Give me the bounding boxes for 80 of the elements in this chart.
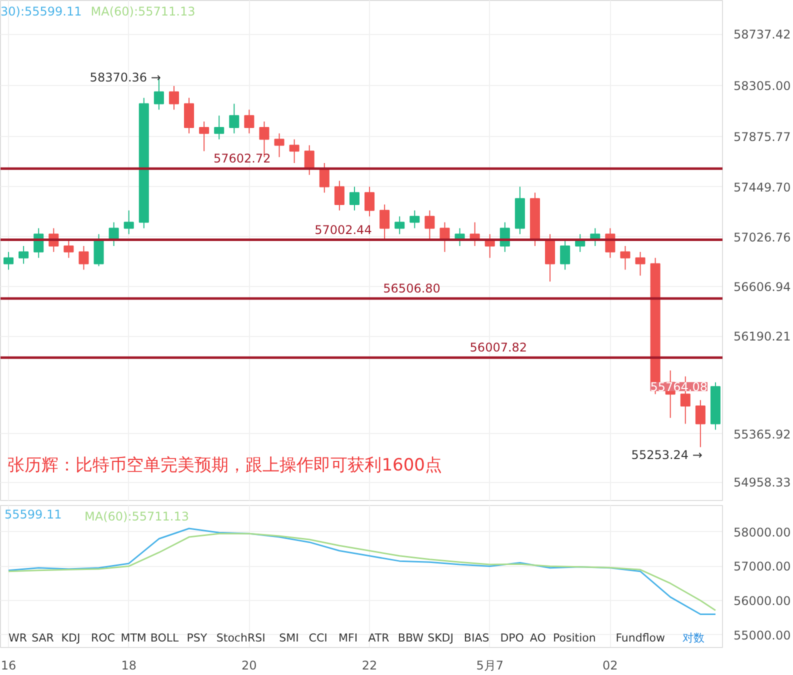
x-tick-label: 16 [0, 658, 16, 672]
annotation: SKDJ [428, 632, 454, 644]
ref-line-label: 57002.44 [314, 222, 372, 237]
annotation: 55253.24 → [631, 448, 702, 462]
annotation: PSY [186, 632, 208, 644]
candlestick [380, 204, 390, 241]
candlestick [78, 245, 89, 270]
candlestick [334, 180, 344, 211]
candlestick [695, 400, 706, 448]
candlestick [184, 97, 194, 134]
candlestick [424, 210, 435, 241]
series-label: MA(60):55711.13 [84, 510, 189, 524]
y-tick-label: 57026.76 [734, 230, 791, 244]
y-tick-label: 57000.00 [734, 560, 791, 574]
annotation: ATR [368, 632, 390, 644]
candlestick [289, 138, 300, 164]
candlestick [154, 77, 164, 110]
y-tick-label: 55000.00 [734, 628, 791, 642]
annotation: MTM [120, 632, 146, 644]
y-tick-label: 57449.70 [734, 180, 791, 194]
y-tick-label: 55365.92 [734, 427, 791, 442]
annotation: Position [553, 632, 596, 644]
candlestick [214, 115, 224, 140]
candlestick [410, 210, 420, 229]
candlestick [620, 245, 630, 270]
y-tick-label: 57875.77 [734, 130, 791, 144]
y-tick-label: 56606.94 [734, 280, 791, 294]
x-tick-label: 20 [242, 658, 257, 672]
candlestick [304, 144, 314, 176]
annotation: StochRSI [216, 632, 266, 644]
annotation: ROC [91, 632, 116, 644]
annotation: Fundflow [616, 632, 666, 644]
text: 55599.11 [4, 508, 62, 522]
candlestick [64, 240, 74, 258]
candlestick [229, 103, 240, 134]
y-tick-label: 58000.00 [734, 525, 791, 540]
annotation: DPO [500, 632, 524, 644]
candlestick [394, 216, 405, 235]
y-tick-label: 56190.21 [734, 330, 791, 344]
candlestick [168, 85, 179, 110]
ref-line-label: 56007.82 [470, 340, 528, 355]
ref-line-label: 57602.72 [213, 152, 271, 166]
candlestick [560, 240, 570, 270]
candlestick [124, 210, 134, 235]
candlestick [545, 234, 556, 282]
annotation: CCI [308, 632, 328, 644]
annotation: AO [530, 632, 546, 644]
candlestick [199, 121, 210, 152]
annotation: 张历辉：比特币空单完美预期，跟上操作即可获利1600点 [8, 456, 442, 476]
annotation: 对数 [682, 632, 704, 644]
candlestick [319, 162, 330, 194]
y-tick-label: 56000.00 [734, 594, 791, 608]
annotation: BBW [398, 632, 424, 644]
y-tick-label: 54958.33 [734, 476, 791, 490]
annotation: SAR [32, 632, 54, 644]
candlestick [635, 251, 646, 276]
y-tick-label: 58737.42 [734, 28, 791, 42]
annotation: 58370.36 → [90, 70, 161, 85]
candlestick [94, 234, 104, 267]
annotation: KDJ [61, 632, 80, 644]
candlestick [18, 245, 29, 264]
x-tick-label: 18 [121, 658, 136, 672]
x-tick-label: 5月7 [476, 658, 504, 672]
annotation: SMI [279, 632, 299, 644]
candlestick [244, 109, 254, 134]
annotation: 30):55599.11 [0, 4, 82, 18]
candlestick [274, 132, 284, 158]
candlestick [364, 186, 375, 217]
annotation: BOLL [150, 632, 180, 644]
x-tick-label: 22 [362, 658, 378, 672]
candlestick [4, 251, 14, 270]
annotation: 55764.08 [650, 380, 708, 394]
candlestick [349, 186, 360, 211]
ref-line-label: 56506.80 [383, 282, 440, 296]
annotation: BIAS [464, 632, 490, 644]
annotation: MFI [338, 632, 358, 644]
x-tick-label: 02 [602, 658, 618, 672]
annotation: MA(60):55711.13 [90, 4, 196, 18]
y-tick-label: 58305.00 [734, 78, 791, 93]
annotation: WR [8, 632, 28, 644]
